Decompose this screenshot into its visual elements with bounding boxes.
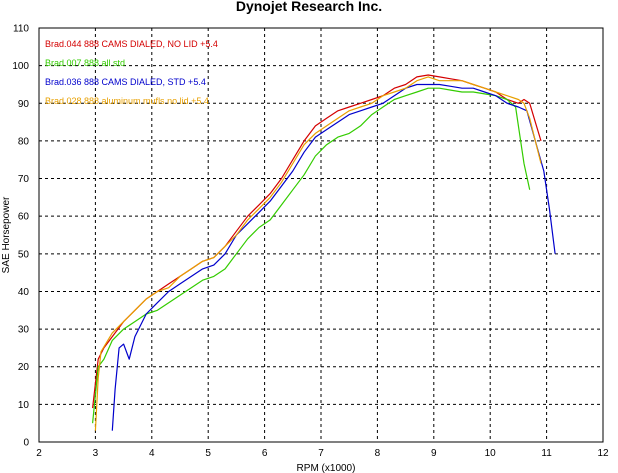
x-tick-label: 7 (318, 448, 324, 459)
series-line-3 (111, 83, 556, 431)
plot-frame (38, 27, 604, 443)
legend-entry-2: Brad.007 888 all std (45, 58, 125, 68)
y-tick-label: 30 (18, 325, 30, 336)
x-tick-label: 12 (597, 448, 609, 459)
x-tick-labels: 2 3 4 5 6 7 8 9 10 11 12 (36, 448, 609, 459)
x-tick-label: 5 (205, 448, 211, 459)
series-line-1 (92, 74, 542, 409)
y-tick-label: 50 (18, 249, 30, 260)
series-line-4 (94, 76, 542, 431)
x-tick-label: 6 (262, 448, 268, 459)
y-tick-label: 40 (18, 287, 30, 298)
y-axis-label: SAE Horsepower (1, 196, 12, 273)
x-axis-label: RPM (x1000) (297, 463, 356, 473)
grid (39, 28, 603, 442)
y-tick-label: 10 (18, 400, 30, 411)
y-tick-label: 0 (23, 438, 29, 449)
y-tick-label: 80 (18, 136, 30, 147)
x-tick-label: 11 (541, 448, 552, 459)
series-lines (92, 74, 556, 431)
x-tick-label: 3 (93, 448, 99, 459)
y-tick-label: 20 (18, 362, 30, 373)
x-tick-label: 2 (36, 448, 42, 459)
y-tick-label: 110 (13, 24, 29, 35)
legend-entry-1: Brad.044 888 CAMS DIALED, NO LID +5.4 (45, 39, 218, 49)
y-tick-label: 100 (12, 61, 29, 72)
legend: Brad.044 888 CAMS DIALED, NO LID +5.4 Bra… (45, 39, 218, 106)
y-tick-labels: 0 10 20 30 40 50 60 70 80 90 100 110 (12, 24, 29, 449)
y-tick-label: 70 (18, 174, 30, 185)
x-tick-label: 8 (375, 448, 381, 459)
chart-title: Dynojet Research Inc. (236, 0, 382, 14)
x-tick-label: 10 (485, 448, 497, 459)
legend-entry-3: Brad.036 888 CAMS DIALED, STD +5.4 (45, 77, 206, 87)
y-tick-label: 90 (18, 99, 30, 110)
y-tick-label: 60 (18, 212, 30, 223)
series-line-2 (92, 87, 531, 424)
legend-entry-4: Brad.028 888 aluminum mufls no lid +5.4 (45, 96, 209, 106)
x-tick-label: 4 (149, 448, 155, 459)
x-tick-label: 9 (431, 448, 437, 459)
